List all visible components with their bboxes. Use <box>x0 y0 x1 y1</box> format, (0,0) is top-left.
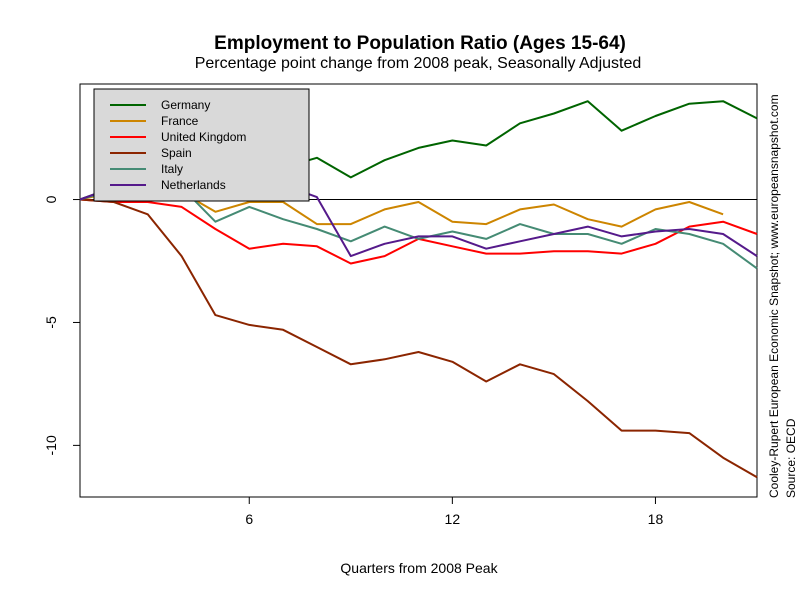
side-note-attribution: Cooley-Rupert European Economic Snapshot… <box>767 94 781 498</box>
x-tick-label: 6 <box>245 511 253 527</box>
legend-label-united-kingdom: United Kingdom <box>161 130 246 144</box>
y-tick-label: -5 <box>43 316 59 329</box>
legend: Germany France United Kingdom Spain Italy Net… <box>93 88 310 202</box>
legend-box <box>93 88 310 202</box>
series-line-spain <box>79 198 758 479</box>
plot-area: 6 12 18 0 -5 -10 <box>43 83 758 527</box>
chart-subtitle: Percentage point change from 2008 peak, … <box>195 55 642 72</box>
x-axis-label: Quarters from 2008 Peak <box>340 560 498 576</box>
y-tick-label: -10 <box>43 435 59 455</box>
legend-items: Germany France United Kingdom Spain Italy Net… <box>110 98 246 192</box>
y-tick-label: 0 <box>43 195 59 203</box>
legend-label-netherlands: Netherlands <box>161 178 226 192</box>
y-axis: 0 -5 -10 <box>43 195 80 455</box>
chart-title: Employment to Population Ratio (Ages 15-… <box>214 33 626 54</box>
x-tick-label: 18 <box>648 511 664 527</box>
plot-frame <box>79 83 758 498</box>
side-note-source: Source: OECD <box>784 418 798 498</box>
legend-label-spain: Spain <box>161 146 192 160</box>
legend-label-italy: Italy <box>161 162 183 176</box>
x-tick-label: 12 <box>445 511 461 527</box>
series-lines <box>79 100 758 479</box>
x-axis: 6 12 18 <box>245 497 663 527</box>
legend-label-germany: Germany <box>161 98 210 112</box>
legend-label-france: France <box>161 114 199 128</box>
